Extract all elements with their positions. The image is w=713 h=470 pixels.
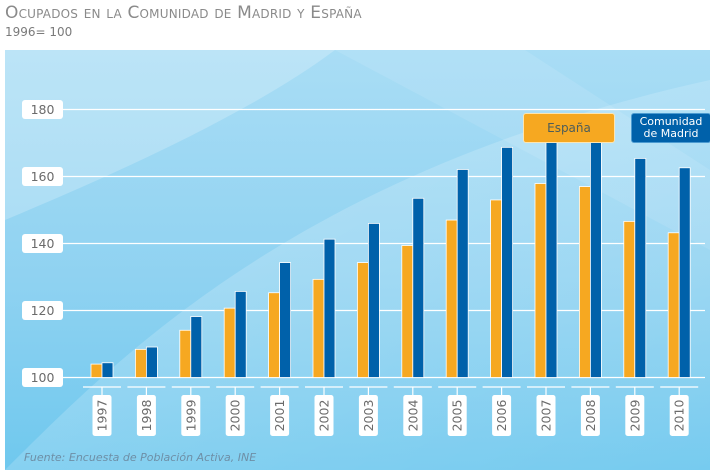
y-tick-label: 120 [31, 303, 55, 318]
bar-madrid [190, 316, 203, 378]
bar-madrid [456, 169, 469, 378]
y-tick-box [22, 234, 63, 253]
bar-chart: 100 120 140 160 180 1997 1998 1999 2000 2001 2002… [5, 50, 710, 470]
bar-madrid [367, 222, 380, 378]
x-tick-box [358, 395, 378, 436]
x-tick-label: 2009 [627, 400, 642, 432]
bar-espana [223, 307, 236, 378]
x-tick-box [270, 395, 290, 436]
bar-espana [134, 348, 147, 378]
x-tick-box [403, 395, 423, 436]
x-tick-label: 1997 [95, 400, 110, 432]
bar-espana [667, 232, 680, 378]
x-tick-box [92, 395, 112, 436]
bar-madrid [145, 346, 158, 378]
x-tick-label: 2000 [228, 400, 243, 432]
bar-espana [401, 245, 414, 378]
bar-madrid [234, 291, 247, 378]
bar-madrid [412, 197, 425, 378]
chart-panel: 100 120 140 160 180 1997 1998 1999 2000 2001 2002… [5, 50, 710, 470]
x-tick-box [625, 395, 645, 436]
x-tick-label: 2001 [272, 400, 287, 432]
y-tick-box [22, 368, 63, 387]
x-tick-box [580, 395, 600, 436]
x-tick-label: 1998 [139, 400, 154, 432]
x-tick-box [669, 395, 689, 436]
bar-espana [623, 220, 636, 378]
chart-title: Ocupados en la Comunidad de Madrid y Esp… [5, 3, 362, 23]
x-tick-box [314, 395, 334, 436]
bar-espana [579, 186, 591, 378]
x-tick-box [136, 395, 156, 436]
background-swoosh [5, 50, 335, 220]
x-tick-label: 2006 [494, 400, 509, 432]
x-tick-label: 2005 [450, 400, 465, 432]
x-tick-box [536, 395, 556, 436]
background-swoosh [335, 50, 710, 250]
x-tick-label: 2010 [672, 400, 687, 432]
bar-espana [534, 183, 547, 378]
legend-espana: España [523, 113, 615, 143]
y-tick-label: 140 [31, 236, 55, 251]
bar-espana [268, 292, 281, 378]
x-tick-box [181, 395, 201, 436]
bar-madrid [501, 146, 514, 378]
y-tick-box [22, 301, 63, 320]
x-tick-label: 2007 [539, 400, 554, 432]
bar-madrid [101, 362, 114, 378]
bar-espana [490, 199, 503, 378]
x-tick-label: 2003 [361, 400, 376, 432]
legend-madrid: Comunidad de Madrid [631, 113, 710, 143]
bar-madrid [279, 262, 292, 378]
bar-madrid [590, 131, 602, 378]
y-tick-box [22, 167, 63, 186]
bar-espana [312, 278, 325, 378]
bar-madrid [545, 132, 558, 378]
x-tick-box [225, 395, 245, 436]
bar-espana [356, 262, 369, 378]
y-tick-box [22, 100, 63, 119]
x-tick-label: 2004 [405, 400, 420, 432]
x-tick-label: 2008 [583, 400, 598, 432]
y-tick-label: 100 [31, 370, 55, 385]
x-tick-box [447, 395, 467, 436]
bar-madrid [323, 238, 336, 378]
bar-espana [90, 363, 103, 378]
chart-subtitle: 1996= 100 [5, 25, 73, 39]
source-note: Fuente: Encuesta de Población Activa, IN… [24, 451, 257, 464]
bar-espana [445, 219, 458, 378]
bar-madrid [678, 167, 691, 378]
x-tick-label: 1999 [183, 400, 198, 432]
y-tick-label: 180 [31, 102, 55, 117]
bar-madrid [634, 158, 647, 378]
x-tick-label: 2002 [317, 400, 332, 432]
bar-espana [179, 329, 192, 378]
x-tick-box [492, 395, 512, 436]
y-tick-label: 160 [31, 169, 55, 184]
